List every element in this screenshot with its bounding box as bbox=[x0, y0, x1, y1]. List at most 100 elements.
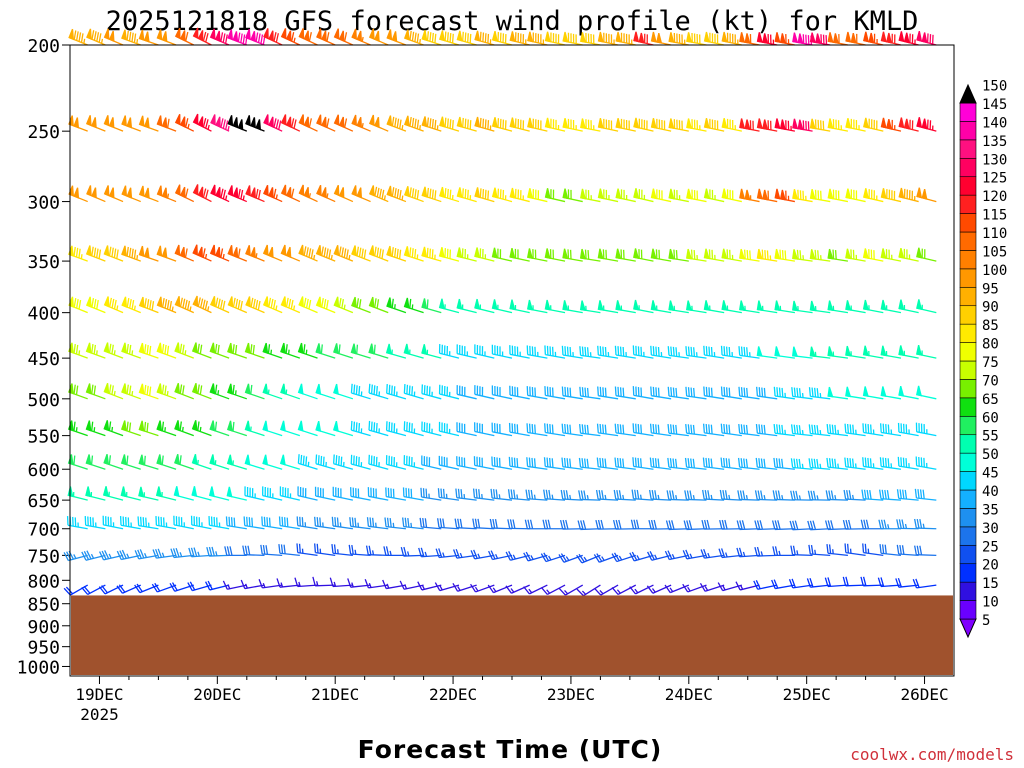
wind-barb bbox=[210, 184, 230, 203]
wind-barb bbox=[437, 488, 460, 501]
wind-barb bbox=[897, 456, 919, 470]
wind-barb bbox=[156, 342, 177, 359]
wind-barb bbox=[315, 296, 336, 314]
wind-barb bbox=[226, 454, 247, 470]
wind-barb bbox=[174, 27, 195, 46]
wind-barb bbox=[668, 300, 689, 314]
wind-barb bbox=[174, 184, 195, 203]
wind-barb bbox=[860, 576, 884, 587]
wind-barb bbox=[68, 342, 88, 359]
wind-barb bbox=[719, 489, 742, 501]
wind-barb bbox=[631, 489, 654, 501]
wind-barb bbox=[898, 299, 919, 314]
wind-barb bbox=[595, 489, 619, 501]
wind-barb bbox=[103, 383, 124, 400]
wind-barb bbox=[578, 457, 601, 470]
wind-barb bbox=[597, 31, 619, 46]
wind-barb bbox=[487, 584, 513, 594]
wind-barb bbox=[402, 487, 424, 501]
wind-barb bbox=[279, 454, 301, 470]
wind-barb bbox=[298, 114, 318, 132]
wind-barb bbox=[403, 455, 424, 470]
wind-barb bbox=[243, 516, 265, 530]
wind-barb bbox=[226, 486, 247, 501]
wind-barb bbox=[756, 118, 778, 132]
wind-barb bbox=[808, 387, 831, 400]
wind-barb bbox=[383, 546, 406, 557]
wind-barb bbox=[385, 487, 407, 501]
y-tick-label: 700 bbox=[27, 520, 60, 541]
wind-barb bbox=[827, 386, 849, 400]
wind-barb bbox=[668, 248, 689, 262]
wind-barb bbox=[85, 383, 106, 400]
wind-barb bbox=[826, 544, 848, 557]
colorbar-swatch bbox=[959, 213, 977, 233]
wind-barb bbox=[262, 454, 283, 470]
wind-barb bbox=[314, 543, 336, 557]
wind-barb bbox=[912, 578, 937, 589]
wind-barb bbox=[827, 118, 849, 132]
wind-barb bbox=[509, 299, 530, 314]
y-tick-label: 950 bbox=[27, 638, 60, 659]
wind-barb bbox=[421, 384, 442, 400]
colorbar-swatch bbox=[959, 489, 977, 509]
wind-barb bbox=[863, 188, 884, 203]
wind-barb bbox=[862, 423, 884, 437]
colorbar-label: 55 bbox=[982, 429, 999, 445]
y-tick-label: 200 bbox=[27, 36, 60, 57]
wind-barb bbox=[896, 489, 919, 501]
wind-barb bbox=[438, 421, 460, 437]
wind-barb bbox=[772, 546, 795, 557]
wind-barb bbox=[633, 117, 654, 132]
wind-barb bbox=[351, 296, 371, 314]
wind-barb bbox=[474, 116, 495, 132]
wind-barb bbox=[667, 346, 689, 359]
wind-barb bbox=[756, 248, 778, 262]
wind-barb bbox=[633, 31, 654, 46]
colorbar-label: 75 bbox=[982, 355, 999, 371]
wind-barb bbox=[667, 457, 689, 470]
wind-barb bbox=[280, 342, 301, 359]
wind-barb bbox=[862, 248, 884, 262]
wind-barb bbox=[540, 584, 566, 596]
wind-barb bbox=[385, 421, 407, 437]
colorbar-swatch bbox=[959, 563, 977, 583]
wind-barb bbox=[262, 383, 283, 400]
colorbar-label: 115 bbox=[982, 208, 1007, 224]
wind-barb bbox=[439, 116, 460, 132]
wind-barb bbox=[809, 32, 831, 46]
x-tick-label: 23DEC bbox=[547, 685, 595, 704]
y-tick-label: 500 bbox=[27, 390, 60, 411]
wind-barb bbox=[878, 489, 902, 501]
wind-barb bbox=[650, 188, 672, 203]
wind-barb bbox=[544, 386, 566, 400]
wind-barb bbox=[772, 490, 795, 501]
wind-barb bbox=[880, 117, 902, 132]
wind-barb bbox=[559, 519, 583, 530]
wind-barb bbox=[403, 115, 424, 132]
wind-barb bbox=[386, 297, 407, 314]
wind-barb bbox=[879, 423, 902, 437]
wind-barb bbox=[525, 489, 548, 501]
wind-barb bbox=[456, 344, 477, 359]
wind-barb bbox=[808, 458, 831, 470]
wind-barb bbox=[226, 420, 248, 437]
wind-barb bbox=[209, 28, 230, 46]
wind-barb bbox=[103, 245, 124, 262]
wind-barb bbox=[576, 553, 601, 564]
wind-barb bbox=[206, 546, 230, 557]
colorbar-label: 100 bbox=[982, 263, 1007, 279]
colorbar-label: 10 bbox=[982, 595, 999, 611]
wind-barb bbox=[227, 383, 248, 400]
wind-barb bbox=[597, 300, 619, 314]
wind-barb bbox=[156, 185, 177, 203]
colorbar-label: 130 bbox=[982, 152, 1007, 168]
wind-barb bbox=[543, 457, 566, 470]
wind-barb bbox=[279, 486, 300, 501]
wind-barb bbox=[862, 345, 884, 359]
wind-barb bbox=[315, 343, 336, 359]
wind-barb bbox=[824, 520, 848, 531]
wind-barb bbox=[315, 420, 336, 437]
wind-barb bbox=[349, 517, 371, 530]
